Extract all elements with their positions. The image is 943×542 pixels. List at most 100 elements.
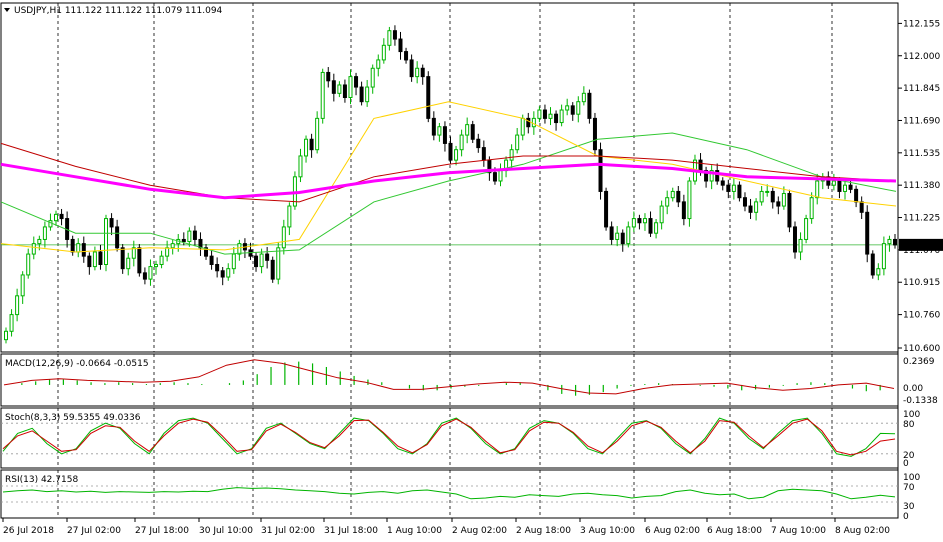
candle-body (848, 184, 853, 190)
candle-body (287, 205, 292, 228)
candle-body (448, 142, 453, 161)
candle-body (881, 243, 886, 270)
candle-body (815, 180, 820, 199)
ma-red-line (0, 142, 897, 203)
candle-body (337, 84, 342, 94)
candle-body (237, 243, 242, 255)
candle-body (204, 247, 209, 257)
candle-body (159, 255, 164, 265)
candle-body (581, 92, 586, 103)
candle-body (787, 193, 792, 228)
candle-body (20, 274, 25, 297)
candle-body (315, 117, 320, 151)
candle-body (704, 170, 709, 182)
candle-body (392, 30, 397, 40)
candle-body (492, 172, 497, 182)
candle-body (565, 105, 570, 111)
candle-body (776, 201, 781, 207)
price-tick-label: 111.225 (903, 214, 940, 224)
candle-body (637, 218, 642, 224)
candle-body (604, 190, 609, 228)
current-price-box (899, 238, 943, 251)
candle-body (754, 201, 759, 213)
candle-body (81, 243, 86, 257)
candle-body (631, 218, 636, 228)
candle-body (876, 268, 881, 276)
candle-body (142, 272, 147, 280)
price-tick-label: 110.760 (903, 311, 940, 321)
candle-body (665, 197, 670, 207)
candle-body (426, 76, 431, 119)
pane-frame (0, 469, 899, 519)
candle-body (398, 38, 403, 53)
candle-body (570, 105, 575, 115)
candle-body (387, 30, 392, 46)
candle-body (187, 230, 192, 243)
candle-body (98, 251, 103, 266)
candle-body (231, 253, 236, 270)
candle-body (109, 218, 114, 228)
macd-signal-line (3, 359, 895, 395)
candle-body (576, 101, 581, 115)
candle-body (609, 226, 614, 240)
candle-body (220, 270, 225, 278)
candle-body (42, 226, 47, 240)
candle-body (15, 295, 20, 316)
ma-yellow-line (0, 101, 897, 253)
candle-body (342, 84, 347, 98)
time-tick-label: 27 Jul 18:00 (135, 526, 189, 536)
candle-body (209, 255, 214, 265)
candle-body (859, 201, 864, 213)
candle-body (320, 71, 325, 119)
candle-body (720, 180, 725, 186)
candle-body (537, 109, 542, 119)
stoch-tick-label: 80 (903, 420, 915, 430)
price-tick-label: 111.070 (903, 246, 940, 256)
candle-body (131, 247, 136, 259)
candle-body (148, 266, 153, 280)
candle-body (9, 314, 14, 332)
stoch-main-line (2, 417, 896, 457)
price-tick-label: 111.690 (903, 116, 940, 126)
candle-body (792, 226, 797, 253)
candle-body (59, 213, 64, 220)
candle-body (381, 44, 386, 61)
candle-body (120, 247, 125, 270)
candle-body (304, 138, 309, 157)
candle-body (298, 155, 303, 178)
price-tick-label: 111.380 (903, 181, 940, 191)
candle-body (115, 226, 120, 249)
candle-body (587, 92, 592, 119)
candle-body (698, 159, 703, 172)
candle-body (431, 117, 436, 136)
candle-body (281, 226, 286, 249)
time-tick-label: 27 Jul 02:00 (67, 526, 121, 536)
candle-body (254, 255, 259, 268)
candle-body (437, 126, 442, 136)
candle-body (620, 232, 625, 245)
time-tick-label: 1 Aug 10:00 (387, 526, 442, 536)
time-tick-label: 31 Jul 18:00 (324, 526, 378, 536)
candle-body (742, 197, 747, 207)
candle-body (87, 255, 92, 268)
candle-body (370, 67, 375, 88)
rsi-header: RSI(13) 42.7158 (5, 475, 78, 485)
candle-body (415, 67, 420, 78)
candle-body (542, 109, 547, 119)
candle-body (354, 76, 359, 88)
candle-body (70, 238, 75, 253)
rsi-line (2, 487, 896, 500)
stoch-tick-label: 0 (903, 459, 909, 469)
candle-body (348, 76, 353, 98)
candle-body (654, 222, 659, 234)
candle-body (509, 149, 514, 161)
macd-tick-label: 0.2369 (903, 357, 935, 367)
macd-tick-label: 0.00 (903, 384, 923, 394)
time-tick-label: 26 Jul 2018 (3, 526, 54, 536)
candle-body (870, 253, 875, 276)
candle-body (648, 218, 653, 234)
candle-body (126, 257, 131, 270)
price-tick-label: 110.600 (903, 344, 940, 354)
candle-body (676, 190, 681, 203)
